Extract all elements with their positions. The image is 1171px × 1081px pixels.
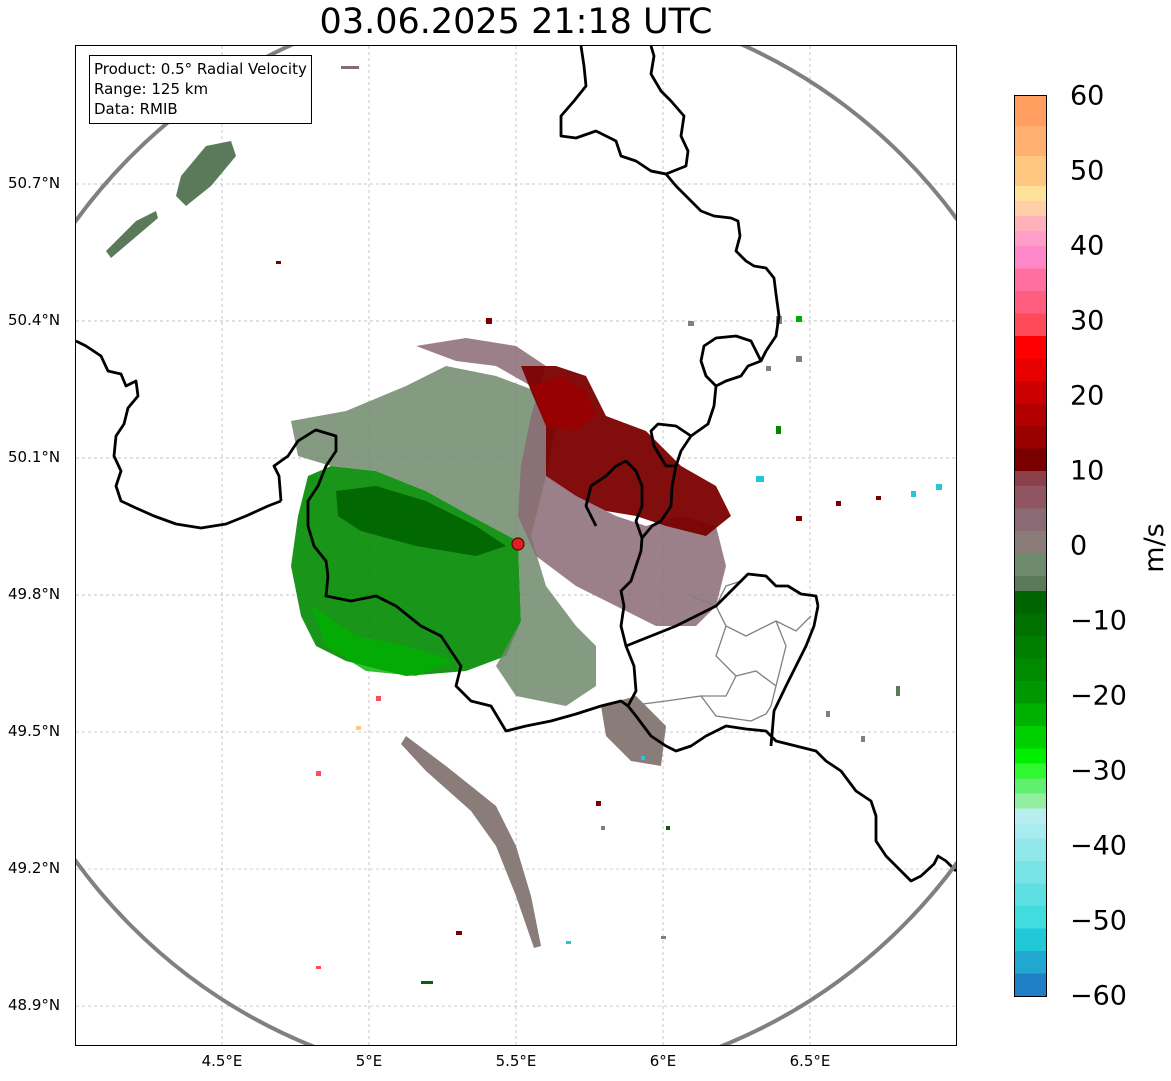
colorbar-tick-label: 10 [1070,455,1105,487]
colorbar-band [1015,793,1046,809]
colorbar-band [1015,403,1046,427]
radar-site-marker[interactable] [511,537,525,551]
lon-tick-label: 6°E [649,1052,677,1070]
colorbar-band [1015,381,1046,404]
colorbar-tick-label: 20 [1070,380,1105,412]
colorbar-band [1015,613,1046,637]
colorbar-band [1015,951,1046,974]
colorbar-band [1015,906,1046,929]
colorbar-band [1015,186,1046,202]
echo-cluster-south [601,696,666,766]
colorbar-band [1015,808,1046,824]
colorbar-band [1015,268,1046,292]
range-label: Range: 125 km [94,80,209,98]
radar-echoes [106,66,942,984]
echo-mauve-region [416,338,726,626]
colorbar-tick-label: −20 [1070,680,1127,712]
lon-tick-label: 5.5°E [495,1052,537,1070]
product-label: Product: 0.5° Radial Velocity [94,60,307,78]
radar-map-canvas [76,46,956,1045]
colorbar-tick-label: 40 [1070,230,1105,262]
colorbar-band [1015,973,1046,997]
national-borders [76,46,956,883]
lon-tick-label: 4.5°E [201,1052,243,1070]
colorbar-band [1015,763,1046,779]
colorbar-band [1015,156,1046,187]
colorbar-tick-label: −50 [1070,905,1127,937]
colorbar-band [1015,861,1046,884]
colorbar-band [1015,471,1046,487]
colorbar-band [1015,658,1046,682]
colorbar-band [1015,486,1046,509]
colorbar-tick-label: 60 [1070,80,1105,112]
colorbar-band [1015,336,1046,359]
echo-neutral-region [291,366,596,706]
echo-dark-green-region [336,486,506,556]
lat-tick-label: 49.8°N [8,585,61,604]
colorbar-outline [1014,95,1047,997]
lon-tick-label: 6.5°E [789,1052,831,1070]
colorbar-band [1015,703,1046,727]
colorbar-tick-label: 30 [1070,305,1105,337]
colorbar-band [1015,883,1046,907]
data-source-label: Data: RMIB [94,100,178,118]
lat-tick-label: 50.1°N [8,448,61,467]
colorbar-tick-label: 50 [1070,155,1105,187]
colorbar-tick-label: −10 [1070,605,1127,637]
colorbar-band [1015,216,1046,232]
colorbar-band [1015,838,1046,862]
colorbar-band [1015,313,1046,337]
colorbar-band [1015,246,1046,269]
colorbar-band [1015,576,1046,592]
lat-tick-label: 50.4°N [8,311,61,329]
colorbar-band [1015,126,1046,157]
colorbar-band [1015,553,1046,577]
velocity-colorbar [1014,95,1047,997]
lat-tick-label: 49.2°N [8,859,61,878]
echo-light-green-region [311,606,456,676]
echo-bright-red-region [531,376,596,431]
product-info-box: Product: 0.5° Radial Velocity Range: 125… [89,55,312,124]
colorbar-band [1015,726,1046,749]
colorbar-tick-label: −60 [1070,980,1127,1012]
colorbar-band [1015,748,1046,764]
echo-streak-northwest [176,141,236,206]
colorbar-band [1015,636,1046,659]
colorbar-band [1015,681,1046,704]
colorbar-band [1015,231,1046,247]
lat-tick-label: 49.5°N [8,722,61,741]
lat-tick-label: 50.7°N [8,174,61,192]
echo-streak-south [401,736,541,948]
echo-streak-northwest-2 [106,211,158,258]
colorbar-band [1015,778,1046,794]
colorbar-band [1015,531,1046,554]
lon-tick-label: 5°E [355,1052,383,1070]
colorbar-band [1015,426,1046,449]
colorbar-tick-label: 0 [1070,530,1088,562]
colorbar-band [1015,448,1046,472]
colorbar-band [1015,591,1046,614]
colorbar-band [1015,291,1046,314]
colorbar-tick-label: −40 [1070,830,1127,862]
colorbar-unit-label: m/s [1139,523,1171,573]
lat-tick-label: 48.9°N [8,996,61,1015]
colorbar-band [1015,508,1046,532]
colorbar-band [1015,201,1046,217]
colorbar-band [1015,358,1046,382]
colorbar-band [1015,96,1046,127]
map-title: 03.06.2025 21:18 UTC [319,2,713,42]
colorbar-band [1015,928,1046,952]
radar-map[interactable] [75,45,957,1046]
colorbar-tick-label: −30 [1070,755,1127,787]
colorbar-band [1015,823,1046,839]
